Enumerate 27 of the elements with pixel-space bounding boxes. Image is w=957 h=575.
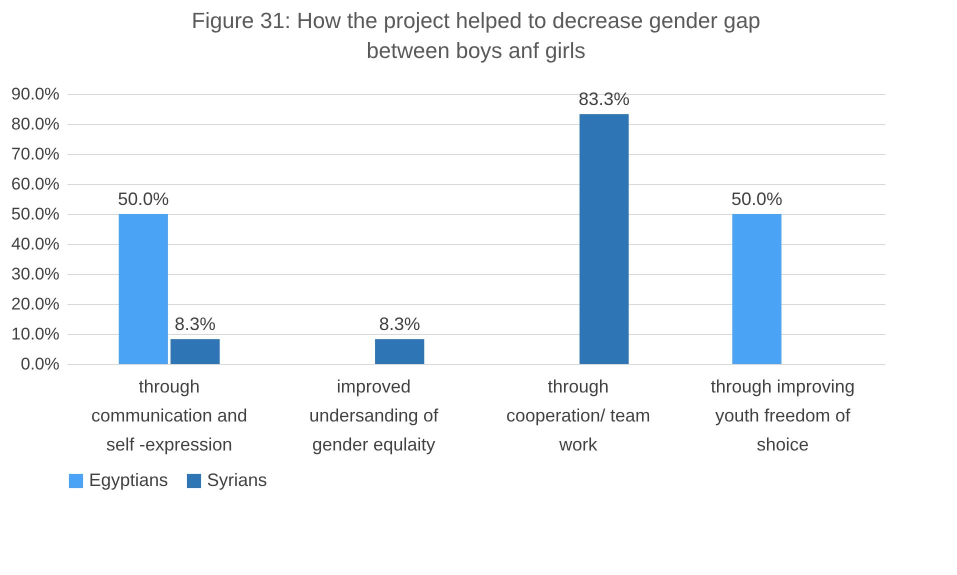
y-tick-label: 80.0% [11, 114, 60, 134]
x-tick-label: through cooperation/ team work [506, 376, 650, 454]
bar [375, 339, 424, 364]
data-label: 83.3% [578, 89, 630, 110]
y-tick-label: 90.0% [11, 84, 60, 104]
x-tick-label: through communication and self -expression [91, 376, 248, 454]
y-tick-label: 50.0% [11, 204, 60, 224]
chart-title: Figure 31: How the project helped to decrease gender gap between boys anf girls [192, 8, 760, 63]
data-label: 8.3% [174, 314, 216, 334]
legend-label: Egyptians [89, 470, 168, 490]
y-tick-label: 20.0% [11, 294, 60, 314]
data-label: 8.3% [379, 314, 420, 334]
bar [732, 214, 782, 364]
x-tick-label: through improving youth freedom of shoice [710, 376, 855, 454]
y-tick-label: 10.0% [11, 324, 60, 344]
y-tick-label: 0.0% [20, 354, 60, 374]
data-label: 50.0% [731, 189, 782, 209]
x-tick-label: improved undersanding of gender equlaity [309, 376, 440, 454]
y-tick-label: 30.0% [11, 264, 60, 284]
bar [118, 214, 168, 364]
data-label: 50.0% [118, 189, 169, 209]
legend-label: Syrians [207, 470, 268, 490]
bar [580, 114, 629, 364]
y-tick-label: 40.0% [11, 234, 60, 254]
bar [170, 339, 220, 364]
y-tick-label: 70.0% [11, 144, 60, 164]
y-tick-label: 60.0% [11, 174, 60, 194]
